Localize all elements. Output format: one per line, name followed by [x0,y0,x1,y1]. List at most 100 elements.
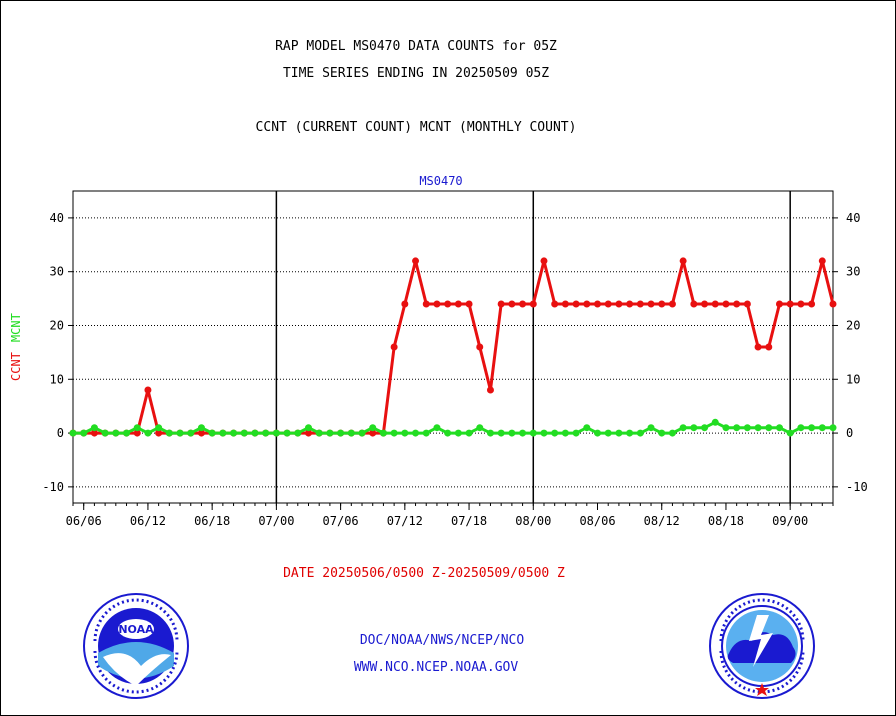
x-tick-label: 09/00 [772,514,808,528]
y-tick-label-right: 40 [846,211,860,225]
x-tick-label: 06/06 [66,514,102,528]
data-point-ccnt [540,257,548,265]
x-tick-label: 07/18 [451,514,487,528]
data-point-mcnt [294,429,302,437]
y-tick-label-right: -10 [846,480,868,494]
data-point-mcnt [454,429,462,437]
data-point-mcnt [561,429,569,437]
data-point-mcnt [337,429,345,437]
data-point-mcnt [529,429,537,437]
data-point-ccnt [626,300,634,308]
time-series-chart: -10 -10 0 0 10 10 20 20 30 30 40 40 06/06 06/12 06/18 0… [9,174,868,528]
data-point-mcnt [551,429,559,437]
data-point-ccnt [304,429,312,437]
data-point-mcnt [711,418,719,426]
data-point-mcnt [90,424,98,432]
data-point-mcnt [829,424,837,432]
data-point-ccnt [647,300,655,308]
data-point-mcnt [165,429,173,437]
data-point-ccnt [775,300,783,308]
data-point-ccnt [668,300,676,308]
data-point-mcnt [583,424,591,432]
data-point-mcnt [347,429,355,437]
data-point-ccnt [679,257,687,265]
data-point-mcnt [326,429,334,437]
plot-frame [72,190,834,504]
x-tick-label: 06/18 [194,514,230,528]
y-tick-label-left: 30 [50,265,64,279]
footer-url: WWW.NCO.NCEP.NOAA.GOV [353,660,519,675]
y-tick-label-right: 20 [846,318,860,332]
data-point-mcnt [497,429,505,437]
x-tick-label: 07/06 [323,514,359,528]
data-point-mcnt [786,429,794,437]
series-line-mcnt [73,420,833,435]
data-point-ccnt [497,300,505,308]
y-tick-label-left: 40 [50,211,64,225]
data-point-ccnt [743,300,751,308]
data-point-mcnt [690,424,698,432]
data-point-mcnt [615,429,623,437]
data-point-mcnt [315,429,323,437]
data-point-ccnt [422,300,430,308]
data-point-ccnt [765,343,773,351]
data-point-mcnt [722,424,730,432]
data-point-mcnt [743,424,751,432]
y-tick-label-right: 10 [846,372,860,386]
data-point-ccnt [401,300,409,308]
data-point-mcnt [144,429,152,437]
data-point-ccnt [433,300,441,308]
y-tick-label-left: 20 [50,318,64,332]
data-point-mcnt [594,429,602,437]
data-point-ccnt [551,300,559,308]
y-tick-label-right: 0 [846,426,853,440]
station-title: MS0470 [419,174,462,188]
data-point-mcnt [765,424,773,432]
data-point-mcnt [197,424,205,432]
data-point-ccnt [508,300,516,308]
data-point-mcnt [808,424,816,432]
data-point-ccnt [797,300,805,308]
data-point-mcnt [219,429,227,437]
chart-title: RAP MODEL MS0470 DATA COUNTS for 05Z [275,39,557,54]
data-point-ccnt [90,429,98,437]
data-point-ccnt [486,386,494,394]
data-point-mcnt [123,429,131,437]
x-tick-label: 08/06 [579,514,615,528]
data-point-mcnt [272,429,280,437]
data-point-mcnt [572,429,580,437]
data-point-ccnt [658,300,666,308]
data-point-mcnt [69,429,77,437]
data-point-mcnt [262,429,270,437]
data-point-ccnt [701,300,709,308]
y-axis-label: CCNT MCNT [9,313,23,381]
chart-subtitle: TIME SERIES ENDING IN 20250509 05Z [282,66,550,81]
data-point-ccnt [636,300,644,308]
data-point-ccnt [476,343,484,351]
data-point-mcnt [112,429,120,437]
data-point-mcnt [240,429,248,437]
svg-text:NOAA: NOAA [118,623,154,636]
noaa-logo: NOAA [83,593,189,699]
data-point-mcnt [155,424,163,432]
data-point-mcnt [775,424,783,432]
data-point-mcnt [647,424,655,432]
data-point-mcnt [465,429,473,437]
x-tick-label: 08/00 [515,514,551,528]
x-tick-label: 07/00 [258,514,294,528]
data-point-mcnt [733,424,741,432]
data-point-ccnt [572,300,580,308]
data-point-ccnt [465,300,473,308]
data-point-ccnt [786,300,794,308]
data-point-ccnt [529,300,537,308]
data-point-ccnt [711,300,719,308]
data-point-mcnt [422,429,430,437]
data-point-mcnt [304,424,312,432]
data-point-mcnt [358,429,366,437]
x-tick-label: 06/12 [130,514,166,528]
data-point-ccnt [444,300,452,308]
date-range-label: DATE 20250506/0500 Z-20250509/0500 Z [283,566,565,581]
data-point-mcnt [540,429,548,437]
data-point-ccnt [818,257,826,265]
